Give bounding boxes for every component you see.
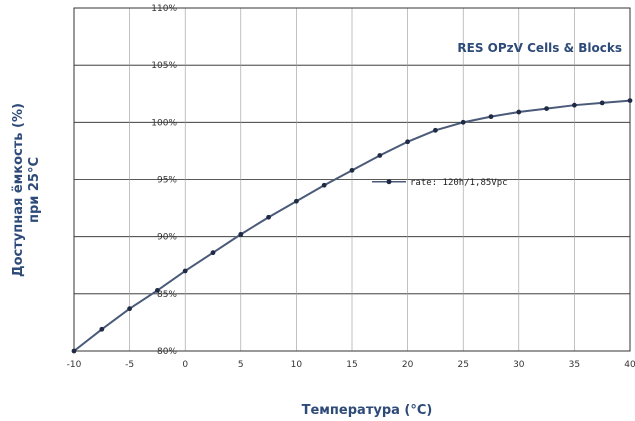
legend-marker [386,179,392,185]
data-point [433,127,438,133]
data-point [266,214,271,220]
data-point [182,268,188,274]
y-axis-title-line2: при 25°C [27,157,42,223]
legend: rate: 120h/1,85Vpc [372,178,508,188]
x-tick-label: 0 [182,360,188,370]
y-axis-title: Доступная ёмкость (%) при 25°C [11,103,42,277]
x-tick-label: 30 [513,360,525,370]
y-axis-ticks: 80% 85% 90% 95% 100% 105% 110% [151,4,177,357]
data-point [71,348,77,354]
data-point [516,109,522,115]
x-tick-label: -5 [125,360,134,370]
x-axis-ticks: -10 -5 0 5 10 15 20 25 30 35 40 [67,360,635,370]
data-point [238,231,244,237]
x-tick-label: -10 [67,360,82,370]
y-tick-label: 110% [151,4,177,14]
y-tick-label: 85% [157,290,177,300]
data-point [488,114,494,120]
x-tick-label: 5 [238,360,244,370]
data-point [599,100,605,106]
data-point [544,106,549,112]
data-point [405,139,410,145]
x-tick-label: 35 [569,360,580,370]
x-tick-label: 40 [624,360,635,370]
data-point [460,119,466,125]
data-point [321,182,327,188]
x-tick-label: 20 [402,360,414,370]
data-point [572,102,577,108]
plot-frame [73,7,631,352]
x-tick-label: 25 [457,360,468,370]
x-tick-label: 15 [346,360,357,370]
y-axis-title-line1: Доступная ёмкость (%) [11,103,26,277]
y-tick-label: 105% [151,61,177,71]
y-tick-label: 80% [157,347,177,357]
y-tick-label: 95% [157,176,177,186]
data-point [294,198,299,204]
data-point [627,98,633,104]
data-point [349,167,355,173]
data-point [155,288,160,293]
y-tick-label: 100% [151,118,177,128]
y-tick-label: 90% [157,233,177,243]
data-point [377,153,383,158]
x-tick-label: 10 [291,360,303,370]
data-point [210,250,216,256]
data-point [99,326,105,332]
legend-label: rate: 120h/1,85Vpc [410,178,508,188]
series-layer [71,98,633,354]
data-point [127,306,132,312]
chart-annotation: RES OPzV Cells & Blocks [457,41,622,55]
x-axis-title: Температура (°C) [302,403,433,418]
